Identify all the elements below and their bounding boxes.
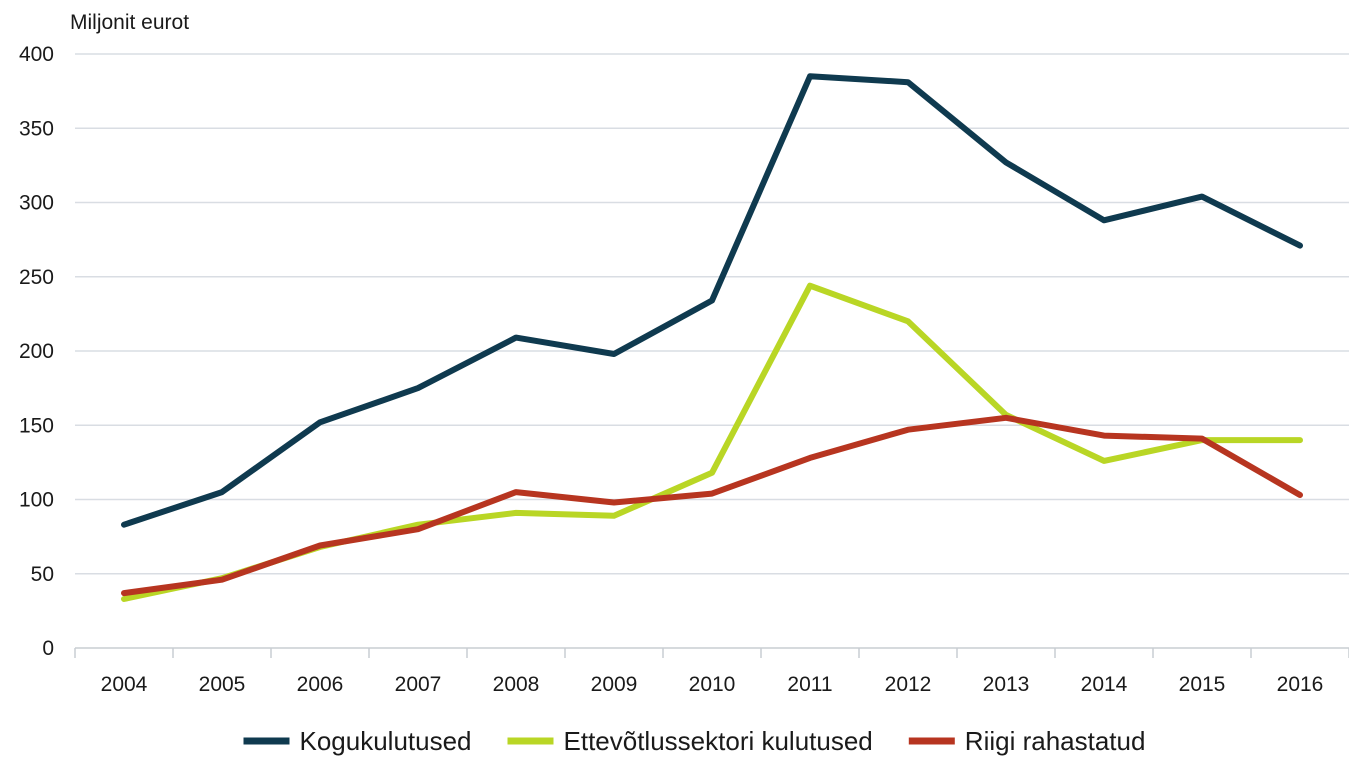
y-tick-label: 50: [31, 563, 54, 586]
series-lines: [124, 76, 1300, 599]
x-tick-label: 2005: [199, 673, 246, 696]
x-tick-label: 2015: [1179, 673, 1226, 696]
x-tick-label: 2013: [983, 673, 1030, 696]
y-tick-label: 0: [42, 637, 54, 660]
axes: 0 50 100 150 200 250 300 350 400 2004 2005 2006 2007…: [19, 43, 1349, 696]
legend-label: Riigi rahastatud: [965, 726, 1146, 756]
y-tick-label: 100: [19, 489, 54, 512]
y-tick-label: 350: [19, 117, 54, 140]
y-tick-label: 250: [19, 266, 54, 289]
x-tick-label: 2012: [885, 673, 932, 696]
y-tick-label: 200: [19, 340, 54, 363]
y-axis-label: Miljonit eurot: [70, 11, 189, 34]
legend-item: Kogukulutused: [244, 726, 472, 756]
x-tick-label: 2009: [591, 673, 638, 696]
x-tick-label: 2007: [395, 673, 442, 696]
legend-item: Riigi rahastatud: [909, 726, 1146, 756]
x-tick-label: 2010: [689, 673, 736, 696]
x-tick-label: 2014: [1081, 673, 1128, 696]
legend-label: Ettevõtlussektori kulutused: [564, 726, 873, 756]
x-tick-label: 2006: [297, 673, 344, 696]
legend: Kogukulutused Ettevõtlussektori kulutused…: [244, 726, 1146, 756]
x-tick-label: 2004: [101, 673, 148, 696]
legend-label: Kogukulutused: [300, 726, 472, 756]
y-tick-label: 150: [19, 414, 54, 437]
y-tick-label: 300: [19, 192, 54, 215]
series-line-3: [124, 418, 1300, 593]
x-tick-label: 2011: [787, 673, 832, 696]
x-tick-label: 2008: [493, 673, 540, 696]
y-tick-label: 400: [19, 43, 54, 66]
legend-item: Ettevõtlussektori kulutused: [508, 726, 873, 756]
x-tick-label: 2016: [1277, 673, 1324, 696]
